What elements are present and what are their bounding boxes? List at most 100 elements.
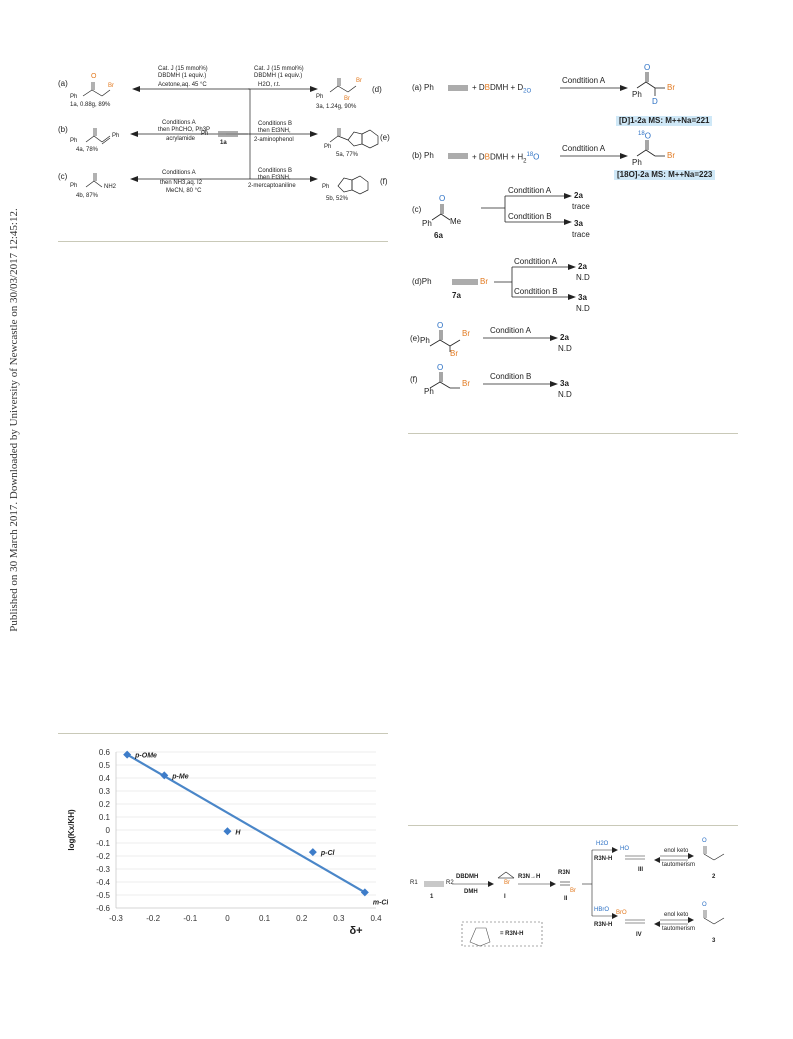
scheme-b-tag: (b)	[58, 125, 68, 134]
y-tick-label: -0.1	[96, 839, 110, 848]
mech-prod-3: 3	[712, 938, 716, 944]
scheme-b-ph1: Ph	[70, 138, 78, 144]
ctrl-c-yieldB: trace	[572, 230, 590, 239]
mech-o-1: O	[702, 838, 707, 844]
scheme-b-ph2: Ph	[112, 133, 120, 139]
scheme-d-ph: Ph	[316, 94, 324, 100]
x-tick-label: 0	[225, 914, 230, 923]
mech-taut-2: tautomerism	[662, 926, 696, 932]
scheme-a-o: O	[91, 73, 97, 80]
scheme-c-tag: (c)	[58, 172, 68, 181]
ctrl-d-condA: Condtition A	[514, 257, 558, 266]
ctrl-b-reag3: 2	[523, 158, 527, 165]
mech-bro: BrO	[616, 910, 627, 916]
y-tick-label: 0.1	[99, 813, 111, 822]
ctrl-e-cond: Condition A	[490, 326, 531, 335]
scheme-a-cond2: DBDMH (1 equiv.)	[158, 73, 207, 79]
scheme-c-cond3: MeCN, 80 °C	[166, 188, 202, 194]
scheme-mechanism: R1 R2 1 DBDMH DMH Br I R3N→H R3N Br II H…	[410, 832, 740, 952]
ctrl-c-tag: (c)	[412, 205, 422, 214]
ctrl-e-yield: N.D	[558, 344, 572, 353]
ctrl-f-cond: Condition B	[490, 372, 532, 381]
ctrl-e-tag: (e)	[410, 334, 420, 343]
scheme-control-experiments: (a) Ph + DBDMH + D2O Condtition A O Ph D…	[410, 60, 740, 420]
mech-reag-bot: DMH	[464, 889, 478, 895]
mech-int-iii: III	[638, 867, 644, 873]
scheme-a-ph: Ph	[70, 94, 78, 100]
ctrl-c-condB: Condtition B	[508, 212, 552, 221]
x-tick-label: 0.4	[370, 914, 382, 923]
ctrl-e-o: O	[437, 321, 444, 330]
scheme-d-br1: Br	[356, 78, 362, 84]
scheme-e-cond3: 2-aminophenol	[254, 137, 294, 143]
ctrl-e-prod: 2a	[560, 333, 569, 342]
ctrl-d-br: Br	[480, 277, 488, 286]
mech-br-ii: Br	[570, 888, 576, 894]
mechanism-arrows	[424, 846, 725, 947]
scheme-a-tag: (a)	[58, 79, 68, 88]
scheme-b-cond2: then PhCHO, Ph3P	[158, 127, 211, 133]
ctrl-c-condA: Condtition A	[508, 186, 552, 195]
mech-enolketo-2: enol keto	[664, 912, 689, 918]
scheme-f-tag: (f)	[380, 177, 388, 186]
ctrl-b-iso: 18	[526, 152, 534, 158]
scheme-a-br: Br	[108, 83, 114, 89]
data-point-p-Cl	[308, 848, 317, 857]
scheme-d-br2: Br	[344, 96, 350, 102]
ctrl-e-br1: Br	[462, 329, 470, 338]
ctrl-e-br2: Br	[450, 349, 458, 358]
ctrl-c-prodA: 2a	[574, 191, 583, 200]
ctrl-b-reag4: O	[533, 152, 540, 162]
data-point-m-Cl	[360, 888, 369, 897]
x-tick-label: -0.2	[146, 914, 160, 923]
y-axis-label: log(Kx/KH)	[67, 809, 76, 851]
ctrl-f-br: Br	[462, 379, 470, 388]
scheme-a-cond3: Acetone,aq. 45 °C	[158, 82, 207, 88]
mech-enolketo-1: enol keto	[664, 848, 689, 854]
ctrl-a-d: D	[652, 97, 658, 106]
scheme-e-cond1: Conditions B	[258, 121, 293, 127]
scheme-c-ph: Ph	[70, 183, 78, 189]
ctrl-b-reag-b: B	[484, 152, 491, 162]
x-tick-label: 0.3	[333, 914, 345, 923]
scheme-control-arrows	[429, 72, 665, 389]
ctrl-b-prod-iso: 18	[638, 131, 645, 137]
divider-top-left	[58, 241, 388, 242]
ctrl-a-reag3: 2O	[523, 88, 532, 95]
ctrl-f-tag: (f)	[410, 375, 418, 384]
ctrl-d-yieldB: N.D	[576, 304, 590, 313]
ctrl-b-iso-o: 18O	[638, 131, 651, 141]
scheme-center-label: 1a	[220, 140, 227, 146]
ctrl-a-o: O	[644, 63, 651, 72]
ctrl-b-ph: Ph	[632, 158, 642, 167]
scheme-c-cond2: then NH3,aq. I2	[160, 180, 203, 186]
mech-r3nh-2: R3N-H	[594, 922, 613, 928]
ctrl-e-ph: Ph	[420, 336, 430, 345]
y-tick-label: 0.5	[99, 761, 111, 770]
scheme-d-product: 3a, 1.24g, 90%	[316, 104, 357, 110]
ctrl-c-prodB: 3a	[574, 219, 583, 228]
y-tick-label: -0.4	[96, 878, 110, 887]
y-tick-label: 0.4	[99, 774, 111, 783]
mech-br-i: Br	[504, 880, 510, 886]
ctrl-a-reagents: + DBDMH + D2O	[472, 84, 531, 95]
scheme-b-cond1: Conditions A	[162, 120, 196, 126]
mech-int-iv: IV	[636, 932, 642, 938]
mech-int-i: I	[504, 894, 506, 900]
y-tick-label: 0	[106, 826, 111, 835]
scheme-d-cond2: DBDMH (1 equiv.)	[254, 73, 303, 79]
ctrl-f-o: O	[437, 363, 444, 372]
scheme-b-product: 4a, 78%	[76, 147, 99, 153]
scheme-f-cond2: then Et3NH,	[258, 175, 291, 181]
mech-o-2: O	[702, 902, 707, 908]
ctrl-b-reagents: + DBDMH + H218O	[472, 152, 539, 164]
divider-top-right	[408, 433, 738, 434]
hammett-plot-svg: 0.6 0.5 0.4 0.3 0.2 0.1 0 -0.1 -0.2 -0.3 -0.4 -0.5 -…	[67, 748, 389, 937]
mech-r3nh-1: R3N-H	[594, 856, 613, 862]
ctrl-d-prodB: 3a	[578, 293, 587, 302]
x-tick-label: 0.2	[296, 914, 308, 923]
scheme-f-ph: Ph	[322, 184, 330, 190]
mech-r2: R2	[446, 880, 454, 886]
point-label: p-Cl	[320, 850, 336, 857]
mech-int-ii: II	[564, 896, 568, 902]
